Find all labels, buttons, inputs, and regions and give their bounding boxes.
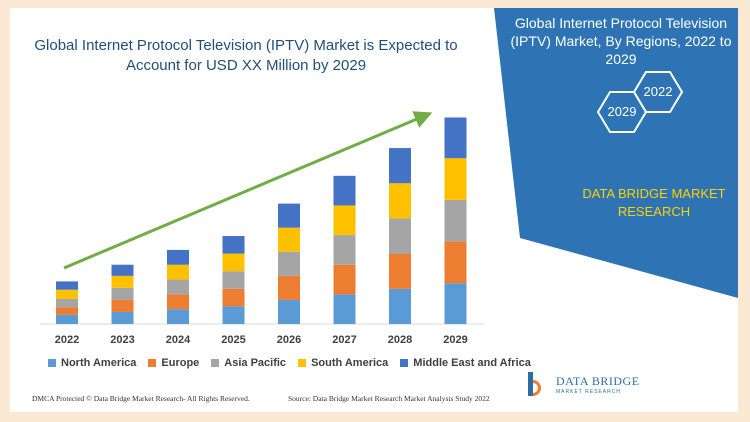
data-bridge-logo: DATA BRIDGE MARKET RESEARCH (524, 370, 640, 398)
panel-title: Global Internet Protocol Television (IPT… (510, 15, 732, 67)
x-tick-label: 2028 (388, 334, 412, 346)
bar-segment-2022-south-america (56, 289, 78, 299)
bar-segment-2027-europe (333, 264, 356, 295)
bar-segment-2024-asia-pacific (167, 279, 189, 295)
x-tick-label: 2029 (443, 334, 467, 346)
bar-segment-2026-middle-east-and-africa (278, 203, 300, 228)
x-tick-label: 2027 (332, 334, 356, 346)
bar-segment-2025-north-america (222, 306, 245, 324)
bar-segment-2026-asia-pacific (278, 251, 300, 276)
legend-label: Europe (161, 357, 200, 369)
bar-segment-2023-south-america (111, 275, 134, 288)
bar-segment-2023-middle-east-and-africa (111, 264, 134, 276)
x-tick-label: 2024 (166, 334, 191, 346)
legend-swatch (148, 359, 157, 367)
bar-segment-2026-south-america (278, 227, 300, 252)
bar-segment-2029-middle-east-and-africa (444, 117, 467, 159)
dmca-notice: DMCA Protected © Data Bridge Market Rese… (32, 394, 250, 403)
legend-item: Middle East and Africa (400, 357, 531, 369)
infographic-card: 2022 2023 2024 2025 2026 2027 2028 2029 Global … (10, 8, 738, 412)
bar-segment-2024-middle-east-and-africa (167, 249, 189, 265)
bar-segment-2024-europe (167, 294, 189, 310)
bar-segment-2022-asia-pacific (56, 298, 78, 308)
logo-subtitle: MARKET RESEARCH (556, 388, 621, 395)
bar-segment-2028-middle-east-and-africa (389, 148, 411, 184)
bar-segment-2027-north-america (333, 294, 356, 324)
legend-swatch (400, 359, 409, 367)
legend-item: South America (298, 357, 388, 369)
right-panel: Global Internet Protocol Television (IPT… (494, 8, 738, 412)
legend-label: North America (61, 357, 137, 369)
bar-segment-2027-asia-pacific (333, 235, 356, 265)
hexagon-2022 (632, 71, 684, 113)
logo-name: DATA BRIDGE (556, 373, 640, 388)
stacked-bar-chart: 2022 2023 2024 2025 2026 2027 2028 2029 (40, 111, 484, 346)
bar-segment-2023-europe (111, 299, 134, 312)
bar-segment-2029-europe (444, 241, 467, 284)
x-tick-label: 2025 (221, 334, 245, 346)
bar-segment-2025-europe (222, 288, 245, 307)
logo-icon (528, 372, 541, 396)
bar-segment-2022-europe (56, 307, 78, 315)
brand-text: DATA BRIDGE MARKET RESEARCH (554, 185, 738, 221)
legend-swatch (48, 359, 56, 367)
trend-arrow (63, 111, 433, 270)
bar-segment-2029-asia-pacific (444, 199, 467, 242)
bar-segment-2026-north-america (278, 299, 300, 324)
x-tick-label: 2023 (110, 334, 134, 346)
legend-item: Europe (148, 357, 199, 369)
brand-line-2: RESEARCH (617, 204, 691, 219)
legend-label: South America (311, 357, 389, 369)
bar-segment-2025-south-america (222, 253, 245, 272)
bar-segment-2024-south-america (167, 264, 189, 280)
bar-segment-2028-south-america (389, 183, 411, 219)
legend-swatch (298, 359, 307, 367)
bar-segment-2028-north-america (389, 288, 411, 324)
legend-label: Middle East and Africa (413, 357, 531, 369)
bar-segment-2026-europe (278, 275, 300, 300)
bar-segment-2023-north-america (111, 311, 134, 324)
bar-segment-2029-south-america (444, 158, 467, 200)
bar-segment-2027-south-america (333, 205, 356, 236)
hex-year-end: 2029 (607, 104, 637, 119)
bar-segment-2023-asia-pacific (111, 287, 134, 300)
x-tick-label: 2022 (55, 334, 79, 346)
chart-legend: North America Europe Asia Pacific South Ame… (48, 357, 531, 369)
source-note: Source: Data Bridge Market Research Mark… (288, 394, 490, 403)
panel-background (494, 8, 738, 298)
bar-segment-2025-asia-pacific (222, 271, 245, 289)
legend-label: Asia Pacific (224, 357, 287, 369)
bar-segment-2027-middle-east-and-africa (333, 175, 356, 206)
panel-shape (494, 8, 738, 298)
bar-segment-2024-north-america (167, 309, 189, 324)
bar-segment-2028-asia-pacific (389, 218, 411, 254)
bar-segment-2029-north-america (444, 283, 467, 324)
x-tick-label: 2026 (277, 334, 301, 346)
hex-year-start: 2022 (643, 84, 673, 99)
legend-item: Asia Pacific (211, 357, 286, 369)
chart-title: Global Internet Protocol Television (IPT… (34, 37, 458, 74)
brand-line-1: DATA BRIDGE MARKET (582, 186, 726, 201)
legend-swatch (211, 359, 220, 367)
bar-segment-2028-europe (389, 253, 411, 289)
bar-segment-2022-north-america (56, 314, 78, 324)
bar-segment-2025-middle-east-and-africa (222, 236, 245, 254)
legend-item: North America (48, 357, 136, 369)
bar-segment-2022-middle-east-and-africa (56, 281, 78, 290)
